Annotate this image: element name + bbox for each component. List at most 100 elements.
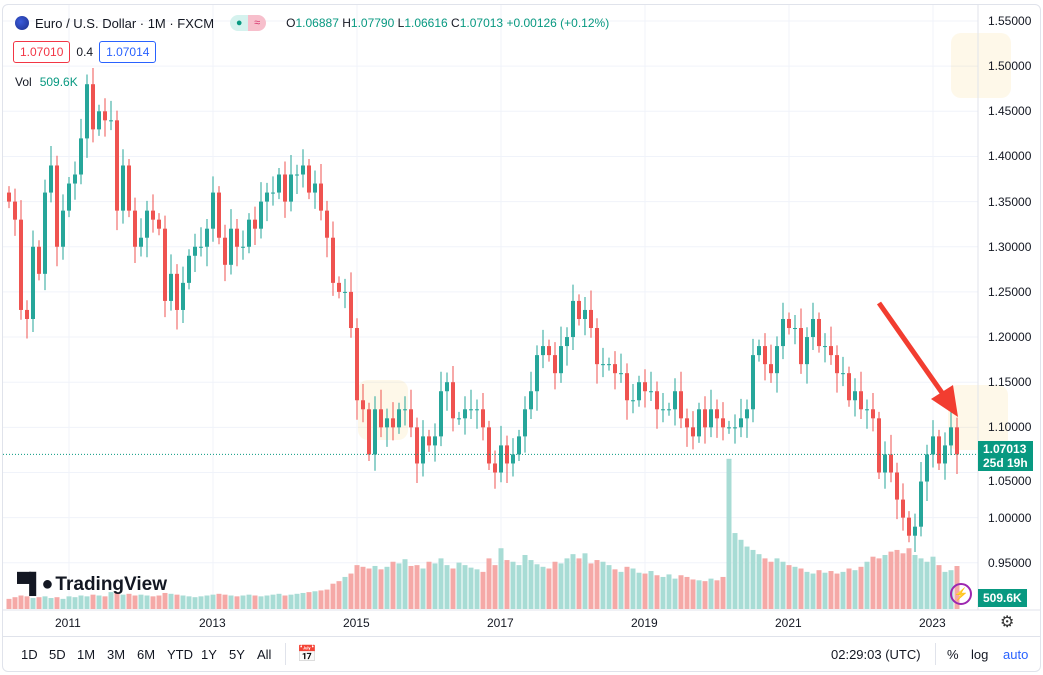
volume-bar [408,565,414,609]
candle-body [127,165,131,211]
volume-bars [6,458,960,609]
candle-body [469,409,473,411]
candle-body [493,463,497,473]
price-axis-label: 1.10000 [988,420,1032,435]
range-button-5d[interactable]: 5D [49,647,66,662]
volume-bar [588,563,594,609]
price-axis-label: 1.20000 [988,330,1032,345]
range-button-5y[interactable]: 5Y [229,647,245,662]
volume-bar [354,565,360,609]
status-pill[interactable]: ● ≈ [230,15,267,31]
volume-bar [294,593,300,609]
volume-bar [444,565,450,609]
candles [7,67,959,552]
candle-body [367,409,371,455]
grid [3,5,978,610]
candle-body [199,246,203,248]
candle-body [535,355,539,392]
symbol-title[interactable]: Euro / U.S. Dollar · 1M · FXCM [35,15,215,31]
candle-body [181,282,185,310]
range-button-1m[interactable]: 1M [77,647,96,662]
volume-bar [156,595,162,609]
volume-bar [414,565,420,609]
volume-bar [654,575,660,609]
candle-body [523,409,527,437]
volume-bar [468,567,474,609]
candle-body [739,418,743,428]
candle-body [853,391,857,401]
candle-body [937,436,941,464]
volume-bar [114,592,120,609]
volume-bar [636,572,642,609]
volume-bar [804,571,810,609]
candle-body [91,84,95,130]
range-button-1d[interactable]: 1D [21,647,38,662]
log-scale-toggle[interactable]: log [971,647,989,662]
bid-ask-row: 1.07010 0.4 1.07014 [13,41,157,63]
range-button-all[interactable]: All [257,647,272,662]
candle-body [541,346,545,356]
volume-bar [594,560,600,609]
volume-bar [612,569,618,609]
volume-bar [744,546,750,609]
utc-clock[interactable]: 02:29:03 (UTC) [831,647,921,662]
volume-bar [6,598,12,609]
volume-bar [42,596,48,609]
price-axis-label: 1.50000 [988,59,1032,74]
volume-bar [390,561,396,609]
range-button-1y[interactable]: 1Y [201,647,217,662]
price-chart[interactable] [3,5,1040,636]
volume-bar [708,578,714,609]
percent-scale-toggle[interactable]: % [947,647,959,662]
volume-bar [462,565,468,609]
red-arrow-annotation [876,301,958,417]
volume-bar [756,554,762,609]
volume-bar [198,596,204,609]
candle-body [709,409,713,428]
candle-body [769,364,773,374]
tradingview-logo[interactable]: ▀▌● TradingView [17,573,167,595]
candle-body [607,364,611,366]
candle-body [955,427,959,455]
settings-gear-icon[interactable]: ⚙ [1000,614,1015,631]
candle-body [97,111,101,130]
auto-scale-toggle[interactable]: auto [1003,647,1029,662]
ohlc-values: O1.06887 H1.07790 L1.06616 C1.07013 +0.0… [286,16,610,30]
range-button-6m[interactable]: 6M [137,647,156,662]
volume-bar [672,578,678,609]
volume-bar [438,558,444,609]
volume-bar [120,594,126,609]
sell-price-button[interactable]: 1.07010 [13,41,71,63]
volume-bar [552,561,558,609]
candle-body [337,282,341,292]
range-button-ytd[interactable]: YTD [167,647,193,662]
volume-bar [882,554,888,609]
volume-bar [834,573,840,609]
candle-body [931,436,935,455]
candle-body [319,183,323,211]
range-button-3m[interactable]: 3M [107,647,126,662]
volume-bar [246,594,252,609]
candle-body [697,409,701,437]
volume-bar [630,568,636,609]
volume-bar [558,563,564,609]
candle-body [31,246,35,319]
candle-body [343,291,347,293]
volume-bar [102,596,108,609]
lightning-icon[interactable]: ⚡ [950,583,972,605]
volume-bar [78,595,84,609]
volume-bar [774,558,780,609]
candle-body [871,409,875,419]
candle-body [403,409,407,411]
candle-body [157,219,161,229]
candle-body [439,391,443,437]
volume-bar [720,576,726,609]
candle-body [169,273,173,301]
volume-bar [780,561,786,609]
go-to-date-calendar-icon[interactable]: 📅 [297,646,317,663]
buy-price-button[interactable]: 1.07014 [99,41,157,63]
volume-bar [12,597,18,609]
volume-bar [570,554,576,609]
volume-bar [798,568,804,609]
volume-bar [420,568,426,609]
